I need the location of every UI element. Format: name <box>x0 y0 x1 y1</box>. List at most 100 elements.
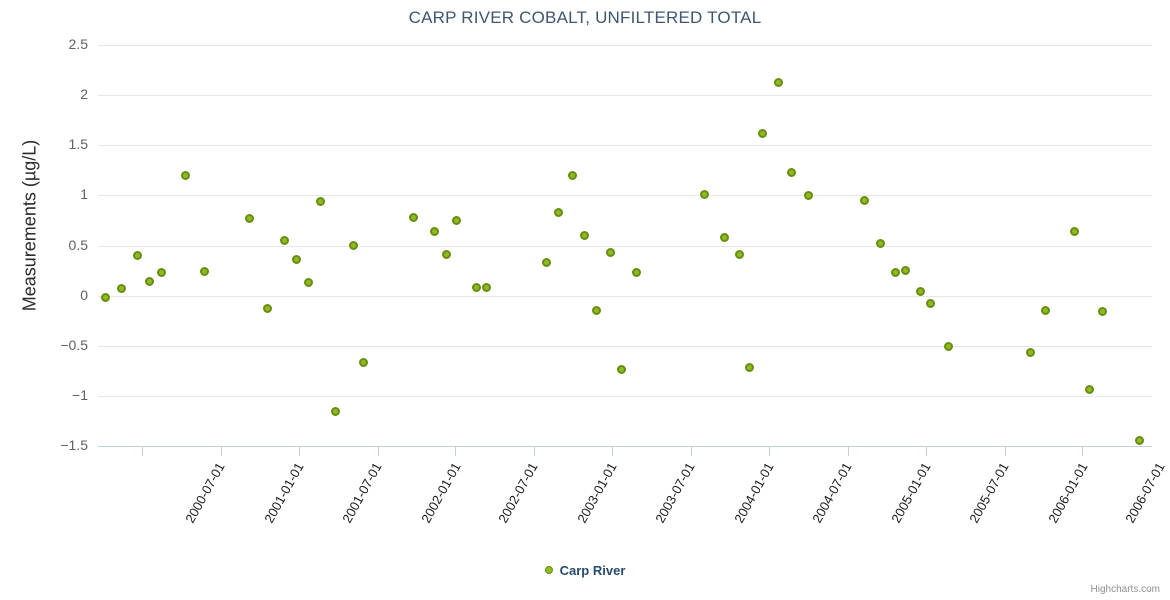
legend-item-carp-river[interactable]: Carp River <box>544 562 626 579</box>
data-point[interactable] <box>348 241 358 250</box>
y-axis-tick-label: 0 <box>80 286 88 303</box>
x-axis-tick-label: 2002-01-01 <box>418 460 464 526</box>
gridline <box>98 145 1152 147</box>
data-point[interactable] <box>481 283 491 293</box>
data-point[interactable] <box>279 235 289 245</box>
x-axis-tick <box>1082 447 1084 456</box>
x-axis-tick-label: 2002-07-01 <box>495 460 542 526</box>
data-point[interactable] <box>144 277 154 287</box>
data-point[interactable] <box>605 248 615 258</box>
data-point[interactable] <box>1085 385 1095 395</box>
data-point[interactable] <box>553 207 563 217</box>
legend-marker-icon <box>544 565 553 574</box>
data-point[interactable] <box>181 170 191 180</box>
data-point[interactable] <box>944 342 954 352</box>
gridline <box>98 245 1152 247</box>
chart-title: CARP RIVER COBALT, UNFILTERED TOTAL <box>408 8 762 27</box>
x-axis-tick <box>298 447 300 456</box>
x-axis-tick-label: 2006-07-01 <box>1122 460 1169 526</box>
y-axis-tick-label: 1 <box>80 186 88 203</box>
gridline <box>98 345 1152 347</box>
data-point[interactable] <box>787 167 797 177</box>
data-point[interactable] <box>757 128 767 138</box>
data-point[interactable] <box>700 189 710 199</box>
y-axis-tick-label: 0.5 <box>68 236 88 253</box>
data-point[interactable] <box>409 212 419 222</box>
data-point[interactable] <box>631 268 641 278</box>
x-axis-tick-label: 2001-07-01 <box>339 460 385 526</box>
x-axis-tick-label: 2004-01-01 <box>731 460 777 526</box>
data-point[interactable] <box>592 306 602 316</box>
data-point[interactable] <box>1135 436 1145 446</box>
data-point[interactable] <box>199 267 209 277</box>
gridline <box>98 45 1152 46</box>
data-point[interactable] <box>245 213 255 223</box>
x-axis-tick-label: 2006-01-01 <box>1045 460 1091 526</box>
data-point[interactable] <box>442 250 452 260</box>
data-point[interactable] <box>568 170 578 180</box>
data-point[interactable] <box>735 250 745 260</box>
x-axis-tick <box>612 447 614 456</box>
data-point[interactable] <box>745 363 755 373</box>
data-point[interactable] <box>579 230 589 240</box>
data-point[interactable] <box>875 238 885 248</box>
y-axis-tick-labels: 2.5 2 1.5 1 0.5 0 −0.5 −1 −1.5 <box>0 36 88 453</box>
x-axis-tick-label: 2000-07-01 <box>182 460 228 526</box>
data-point[interactable] <box>926 299 936 309</box>
data-point[interactable] <box>1097 307 1107 317</box>
data-point[interactable] <box>304 278 314 288</box>
y-axis-tick-label: 1.5 <box>68 136 88 153</box>
data-point[interactable] <box>774 77 784 87</box>
data-point[interactable] <box>133 251 143 261</box>
legend-item-label: Carp River <box>559 563 626 579</box>
data-point[interactable] <box>804 190 814 200</box>
data-point[interactable] <box>116 284 126 294</box>
x-axis-tick <box>142 447 144 456</box>
data-point[interactable] <box>916 287 926 297</box>
plot-area <box>98 45 1152 447</box>
data-point[interactable] <box>101 293 111 303</box>
y-axis-tick-label: −0.5 <box>60 336 88 353</box>
data-point[interactable] <box>292 255 302 265</box>
x-axis-tick-label: 2005-01-01 <box>888 460 934 526</box>
x-axis-tick <box>691 447 693 456</box>
gridline <box>98 95 1152 97</box>
data-point[interactable] <box>617 365 627 375</box>
x-axis-tick <box>1004 447 1006 456</box>
y-axis-tick-label: −1.5 <box>60 437 88 453</box>
x-axis-tick <box>848 447 850 456</box>
x-axis-tick-label: 2004-07-01 <box>809 460 855 526</box>
data-point[interactable] <box>472 283 481 293</box>
data-point[interactable] <box>890 268 900 278</box>
data-point[interactable] <box>316 196 326 206</box>
highcharts-credits[interactable]: Highcharts.com <box>1090 584 1160 595</box>
x-axis-tick <box>925 447 927 456</box>
data-point[interactable] <box>157 268 167 278</box>
y-axis-tick-label: 2 <box>80 86 88 103</box>
x-axis-line <box>98 446 1152 447</box>
data-point[interactable] <box>720 232 730 242</box>
data-point[interactable] <box>358 358 368 368</box>
data-point[interactable] <box>452 215 462 225</box>
data-point[interactable] <box>331 407 341 417</box>
gridline <box>98 195 1152 197</box>
data-point[interactable] <box>900 266 910 276</box>
x-axis-tick-label: 2003-01-01 <box>574 460 621 526</box>
y-axis-tick-label: −1 <box>72 386 88 403</box>
x-axis-tick-label: 2001-01-01 <box>261 460 307 526</box>
data-point[interactable] <box>430 226 440 236</box>
data-point[interactable] <box>1026 348 1036 358</box>
gridline <box>98 295 1152 297</box>
data-point[interactable] <box>1069 226 1079 236</box>
x-axis-tick <box>455 447 457 456</box>
data-point[interactable] <box>262 304 272 314</box>
x-axis-tick <box>534 447 536 456</box>
data-point[interactable] <box>860 195 870 205</box>
chart-legend: Carp River <box>0 562 1170 578</box>
data-point[interactable] <box>541 258 551 268</box>
x-axis-tick-label: 2003-07-01 <box>652 460 698 526</box>
y-axis-tick-label: 2.5 <box>68 36 88 52</box>
x-axis-tick <box>769 447 771 456</box>
data-point[interactable] <box>1040 306 1050 316</box>
